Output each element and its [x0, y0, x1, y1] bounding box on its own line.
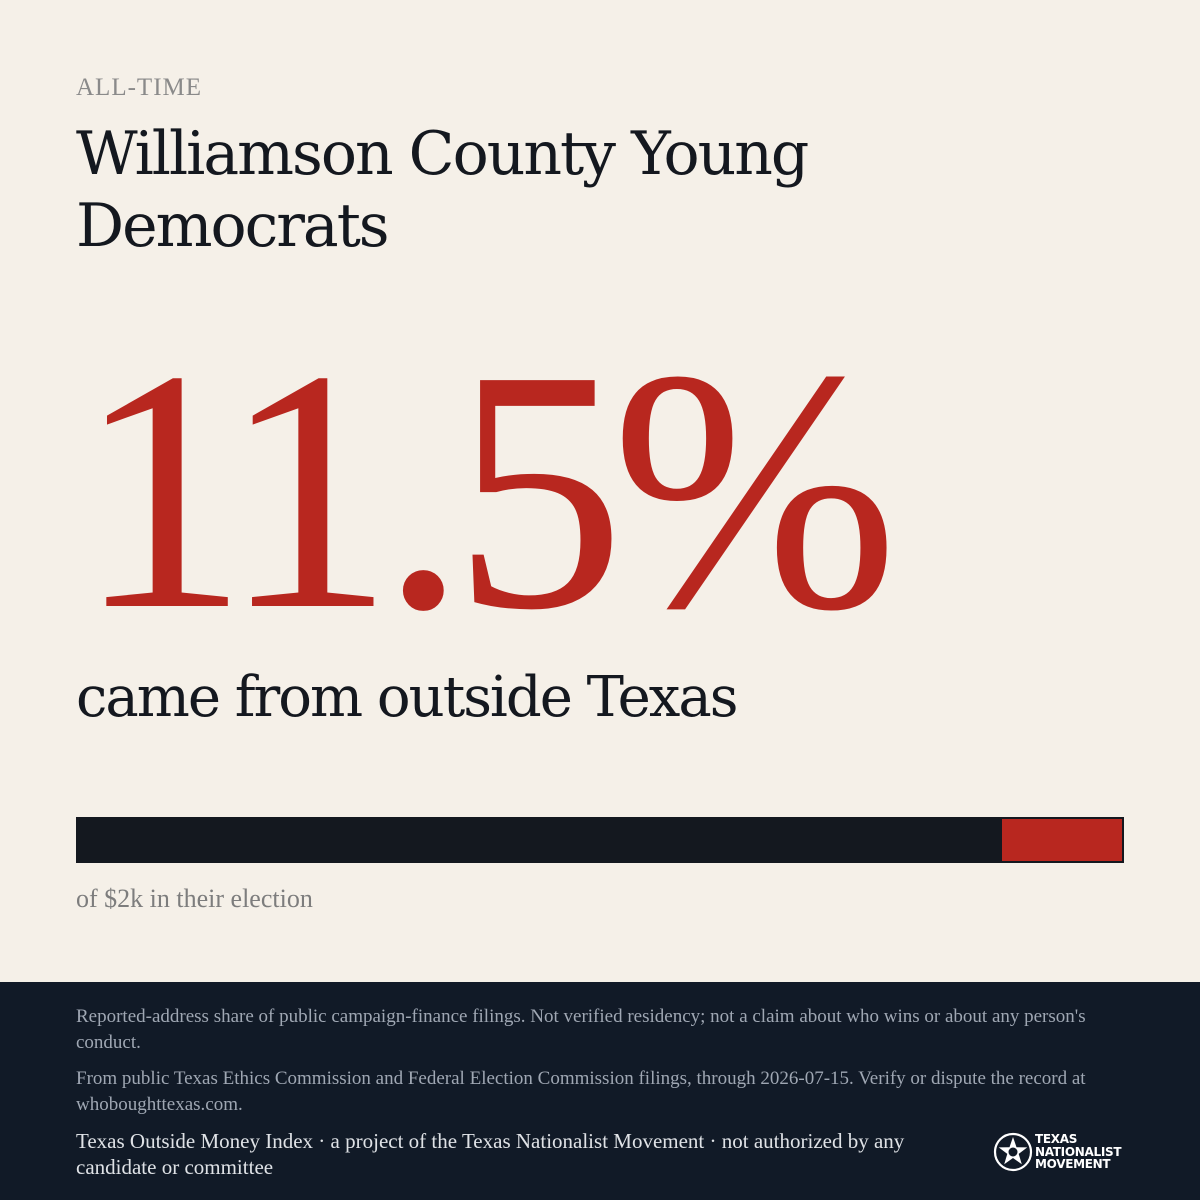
logo-line-2: NATIONALIST — [1035, 1144, 1122, 1159]
outside-share-percent: 11.5% — [76, 299, 898, 681]
logo-line-1: TEXAS — [1035, 1132, 1078, 1146]
attribution-text: Texas Outside Money Index · a project of… — [76, 1129, 905, 1179]
logo-line-3: MOVEMENT — [1035, 1157, 1111, 1171]
footer: Reported-address share of public campaig… — [0, 982, 1200, 1200]
share-bar — [76, 817, 1124, 863]
source-text: From public Texas Ethics Commission and … — [76, 1068, 1086, 1115]
disclaimer-text: Reported-address share of public campaig… — [76, 1006, 1086, 1053]
star-seal-icon — [993, 1132, 1033, 1172]
in-state-share-fill — [78, 819, 1002, 861]
committee-title: Williamson County Young Democrats — [76, 119, 809, 261]
stat-card: ALL-TIME Williamson County Young Democra… — [76, 0, 1124, 982]
logo-wordmark: TEXAS NATIONALIST MOVEMENT — [1035, 1132, 1122, 1171]
outside-share-subline: came from outside Texas — [76, 665, 738, 730]
tnm-logo: TEXAS NATIONALIST MOVEMENT — [993, 1132, 1133, 1176]
period-label: ALL-TIME — [76, 74, 203, 101]
total-raised-caption: of $2k in their election — [76, 884, 313, 913]
